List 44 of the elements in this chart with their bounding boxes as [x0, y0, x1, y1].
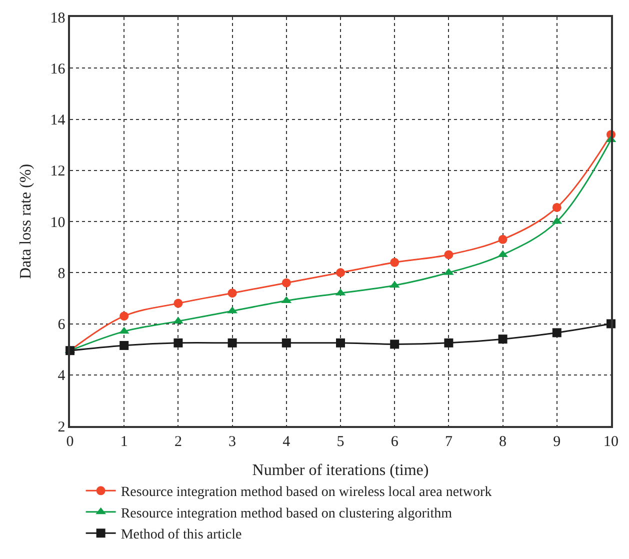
point [228, 338, 237, 348]
point [228, 288, 237, 298]
point [498, 234, 508, 244]
legend-label: Method of this article [120, 528, 242, 543]
y-axis-title: Data loss rate (%) [18, 164, 35, 280]
point [390, 340, 400, 349]
x-tick-label: 4 [282, 434, 291, 450]
point [390, 258, 400, 267]
x-tick-label: 7 [444, 434, 453, 450]
point [336, 338, 345, 348]
point [444, 338, 454, 348]
x-tick-label: 8 [499, 434, 507, 450]
point [552, 328, 562, 338]
legend-label: Resource integration method based on wireless local area network [120, 485, 492, 500]
legend-label: Resource integration method based on clustering algorithm [120, 506, 452, 522]
point [282, 338, 291, 348]
y-tick-label: 14 [50, 112, 66, 128]
x-tick-label: 1 [120, 434, 128, 450]
point [336, 268, 345, 278]
point [552, 202, 562, 212]
x-tick-label: 5 [336, 434, 344, 450]
y-tick-label: 18 [50, 10, 66, 26]
point [282, 278, 291, 288]
y-tick-label: 4 [58, 368, 66, 384]
point [227, 306, 238, 314]
point [174, 338, 183, 348]
x-tick-label: 3 [228, 434, 236, 450]
y-tick-label: 2 [58, 419, 66, 436]
y-tick-label: 12 [50, 164, 66, 180]
point [120, 340, 129, 350]
y-tick-label: 10 [50, 214, 66, 231]
point [444, 250, 454, 260]
x-tick-label: 2 [174, 434, 182, 450]
y-tick-label: 8 [58, 266, 66, 282]
x-axis-title: Number of iterations (time) [252, 462, 429, 479]
y-tick-label: 6 [58, 317, 66, 333]
y-tick-label: 16 [50, 61, 66, 78]
x-tick-label: 6 [390, 434, 399, 450]
x-tick-label: 9 [553, 434, 561, 450]
x-tick-label: 0 [66, 434, 74, 450]
point [120, 312, 129, 321]
point [498, 334, 508, 344]
point [174, 298, 183, 308]
x-tick-label: 10 [604, 434, 618, 450]
